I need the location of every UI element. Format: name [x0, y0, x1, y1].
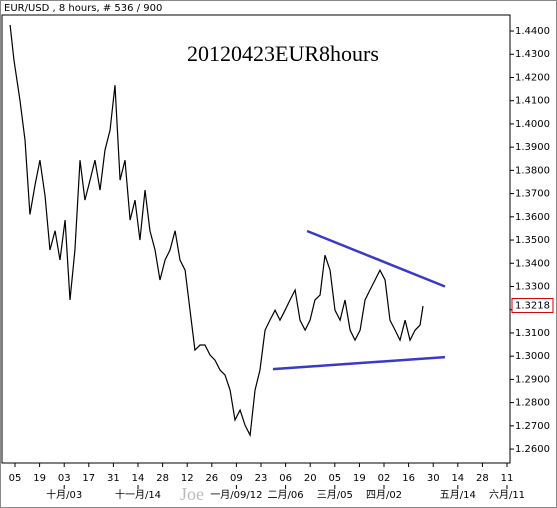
y-tick-label: 1.3300: [515, 281, 550, 292]
x-tick-label: 09: [230, 473, 243, 484]
x-tick-label: 17: [82, 473, 95, 484]
x-month-label: 五月/14: [440, 489, 476, 501]
y-tick-label: 1.3500: [515, 235, 550, 246]
y-tick-label: 1.3100: [515, 328, 550, 339]
plot-area: [1, 14, 511, 464]
x-tick-label: 28: [156, 473, 169, 484]
watermark: Joe: [180, 484, 204, 504]
x-tick-label: 05: [328, 473, 341, 484]
trendline: [306, 229, 446, 288]
x-tick-label: 30: [427, 473, 440, 484]
x-month-label: 二月/06: [268, 489, 304, 501]
y-tick-label: 1.4400: [515, 26, 550, 37]
x-tick-label: 16: [402, 473, 415, 484]
x-month-label: 三月/05: [317, 489, 353, 501]
x-month-label: 四月/02: [366, 489, 402, 501]
x-tick-label: 19: [353, 473, 366, 484]
y-tick-label: 1.3900: [515, 142, 550, 153]
y-tick-label: 1.4300: [515, 49, 550, 60]
y-tick-label: 1.3000: [515, 351, 550, 362]
chart-title: 20120423EUR8hours: [187, 41, 379, 66]
last-price-box: [511, 298, 554, 314]
x-month-label: 六月/11: [489, 489, 525, 501]
y-tick-label: 1.2900: [515, 374, 550, 385]
y-tick-label: 1.3600: [515, 212, 550, 223]
x-tick-label: 03: [58, 473, 71, 484]
trendline: [272, 355, 446, 371]
price-line: [9, 24, 424, 438]
last-price-label: 1.3218: [515, 301, 550, 312]
y-tick-label: 1.4100: [515, 96, 550, 107]
x-tick-label: 23: [255, 473, 268, 484]
y-tick-label: 1.4200: [515, 72, 550, 83]
x-month-label: 十月/03: [46, 488, 82, 501]
x-month-label: 十一月/14: [115, 488, 161, 501]
x-tick-label: 31: [107, 473, 120, 484]
y-tick-label: 1.2700: [515, 421, 550, 432]
y-tick-label: 1.2600: [515, 444, 550, 455]
y-tick-label: 1.4000: [515, 119, 550, 130]
header: EUR/USD , 8 hours, # 536 / 900: [4, 3, 162, 14]
x-tick-label: 12: [181, 473, 194, 484]
x-tick-label: 14: [132, 473, 145, 484]
x-tick-label: 05: [9, 473, 22, 484]
x-tick-label: 14: [451, 473, 464, 484]
y-tick-label: 1.2800: [515, 398, 550, 409]
x-tick-label: 20: [304, 473, 317, 484]
x-tick-label: 28: [476, 473, 489, 484]
y-tick-label: 1.3400: [515, 258, 550, 269]
y-tick-label: 1.3800: [515, 165, 550, 176]
x-tick-label: 11: [501, 473, 514, 484]
x-tick-label: 06: [279, 473, 292, 484]
x-tick-label: 02: [378, 473, 391, 484]
x-month-label: 一月/09/12: [210, 489, 262, 501]
x-tick-label: 19: [33, 473, 46, 484]
x-tick-label: 26: [205, 473, 218, 484]
y-tick-label: 1.3700: [515, 189, 550, 200]
